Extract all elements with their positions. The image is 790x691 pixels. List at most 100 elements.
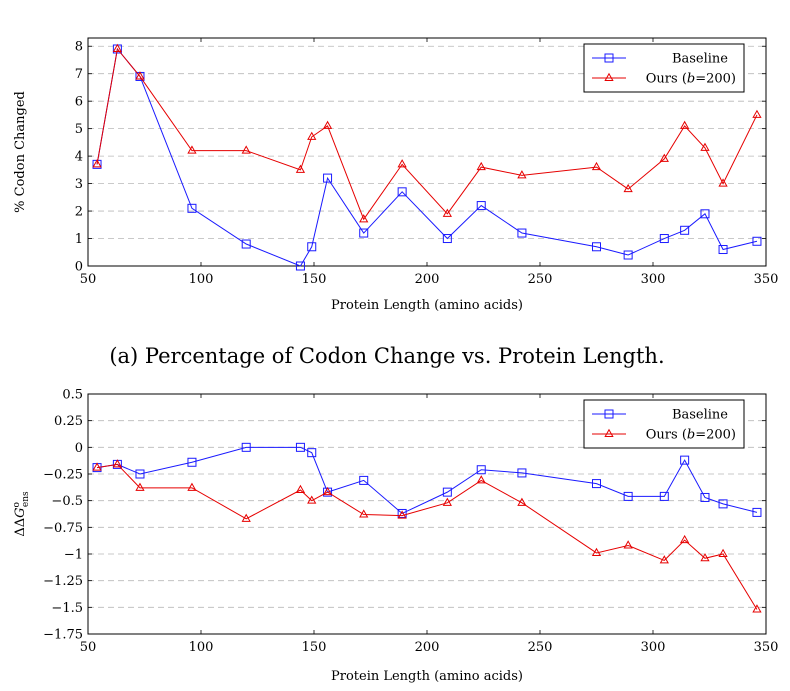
data-point-triangle: [307, 495, 317, 504]
y-tick-label: 0.25: [54, 414, 83, 429]
x-tick-label: 50: [80, 272, 97, 287]
data-point-triangle: [476, 161, 486, 171]
data-point-triangle: [517, 497, 527, 506]
data-point-square: [659, 234, 669, 244]
data-point-triangle: [322, 120, 333, 129]
x-tick-label: 100: [189, 640, 214, 655]
y-tick-label: 4: [75, 150, 83, 165]
series-line-square: [96, 446, 758, 515]
data-point-triangle: [752, 109, 762, 118]
axis-ticks: 0 1 2 3 4 5 6 7 8 50 100 150 200 250 300 350: [75, 38, 778, 287]
data-point-triangle: [623, 540, 633, 549]
data-point-square: [295, 261, 305, 271]
data-point-square: [295, 442, 305, 452]
x-tick-label: 150: [302, 272, 327, 287]
data-point-triangle: [623, 183, 633, 193]
data-point-triangle: [187, 482, 197, 491]
data-point-square: [700, 492, 710, 502]
data-point-square: [700, 209, 710, 219]
data-point-triangle: [241, 513, 251, 522]
legend-box: [583, 43, 745, 93]
data-point-square: [592, 242, 601, 252]
data-point-triangle: [680, 534, 690, 544]
data-point-triangle: [92, 462, 102, 471]
data-point-square: [623, 250, 633, 260]
x-tick-label: 100: [189, 272, 214, 287]
data-point-square: [241, 239, 251, 249]
x-tick-label: 200: [415, 640, 440, 655]
legend-box: [583, 399, 745, 449]
data-point-triangle: [92, 159, 102, 168]
series-line-square: [96, 47, 758, 267]
data-point-square: [187, 203, 197, 213]
data-point-square: [752, 507, 762, 517]
y-tick-label: 8: [75, 40, 83, 55]
data-point-square: [718, 499, 728, 509]
data-point-triangle: [241, 145, 251, 154]
legend-item-baseline: Baseline: [592, 52, 728, 67]
y-tick-label: 0.5: [62, 388, 83, 403]
y-tick-label: 0: [75, 441, 83, 456]
data-point-square: [359, 228, 369, 238]
data-point-square: [517, 468, 527, 478]
legend-triangle-marker: [604, 72, 614, 82]
y-tick-label: 3: [75, 177, 83, 192]
y-tick-label: 6: [75, 95, 83, 110]
y-tick-label: −0.25: [43, 468, 83, 483]
legend-label-baseline: Baseline: [672, 52, 728, 67]
data-point-square: [476, 201, 486, 211]
legend: Baseline Ours (b=200): [583, 399, 745, 449]
x-tick-label: 250: [528, 272, 553, 287]
data-point-square: [517, 228, 527, 238]
x-tick-label: 50: [80, 640, 97, 655]
data-point-triangle: [359, 509, 369, 518]
y-tick-label: −1.25: [43, 574, 83, 589]
data-point-square: [659, 491, 669, 501]
data-point-square: [680, 455, 690, 465]
data-point-square: [752, 236, 762, 246]
axis-ticks: 0.5 0.25 0 −0.25 −0.5 −0.75 −1 −1.25 −1.5 −1.7550…: [43, 388, 778, 656]
data-point-triangle: [659, 153, 669, 162]
x-axis-label: Protein Length (amino acids): [331, 298, 523, 313]
data-point-triangle: [307, 131, 317, 140]
data-point-triangle: [591, 547, 602, 556]
data-point-triangle: [359, 214, 369, 223]
data-point-triangle: [295, 484, 306, 494]
data-point-triangle: [591, 161, 602, 171]
y-tick-label: −0.5: [51, 494, 83, 509]
figure-caption: (a) Percentage of Codon Change vs. Prote…: [109, 344, 664, 368]
data-point-triangle: [135, 482, 145, 491]
series-line-triangle: [96, 463, 758, 610]
y-tick-label: 0: [75, 260, 83, 275]
y-tick-label: −0.75: [43, 521, 83, 536]
legend-square-marker: [604, 53, 614, 63]
series-line-triangle: [96, 47, 758, 221]
legend-label-ours: Ours (b=200): [646, 428, 736, 443]
legend-label-baseline: Baseline: [672, 408, 728, 423]
data-point-triangle: [135, 71, 145, 80]
data-point-triangle: [442, 208, 452, 217]
data-point-triangle: [718, 178, 728, 187]
data-point-triangle: [680, 120, 690, 129]
data-point-square: [623, 491, 633, 501]
y-tick-label: 2: [75, 205, 83, 220]
data-point-square: [476, 465, 486, 475]
x-tick-label: 350: [754, 640, 779, 655]
data-point-square: [359, 475, 369, 485]
y-axis-label: % Codon Changed: [13, 91, 28, 213]
y-tick-label: −1: [64, 548, 83, 563]
legend-item-baseline: Baseline: [592, 408, 728, 423]
x-tick-label: 150: [302, 640, 327, 655]
series-layer: [92, 442, 762, 613]
y-tick-label: 1: [75, 232, 83, 247]
data-point-square: [397, 508, 407, 518]
data-point-square: [718, 245, 728, 255]
data-point-square: [680, 225, 690, 235]
data-point-square: [442, 234, 452, 244]
y-axis-label: ΔΔGoens: [12, 491, 31, 537]
data-point-triangle: [700, 142, 710, 151]
data-point-square: [307, 242, 317, 252]
data-point-square: [592, 479, 601, 489]
series-layer: [92, 43, 762, 271]
